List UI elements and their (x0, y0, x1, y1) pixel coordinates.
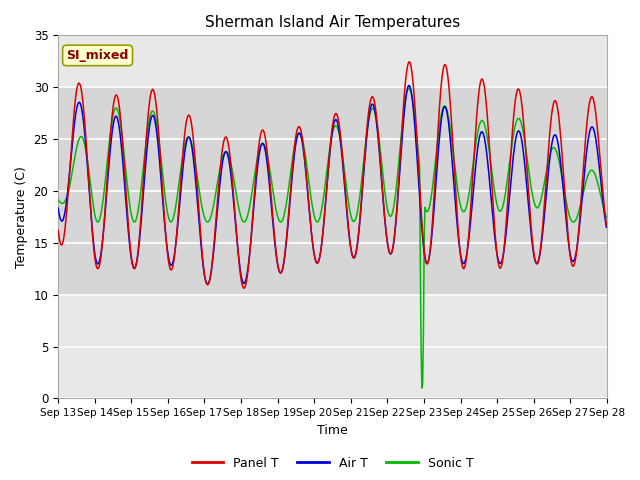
Bar (58, 87, 607, 295)
X-axis label: Time: Time (317, 424, 348, 437)
Legend: Panel T, Air T, Sonic T: Panel T, Air T, Sonic T (187, 452, 478, 475)
Title: Sherman Island Air Temperatures: Sherman Island Air Temperatures (205, 15, 460, 30)
Text: SI_mixed: SI_mixed (67, 49, 129, 62)
Y-axis label: Temperature (C): Temperature (C) (15, 166, 28, 268)
